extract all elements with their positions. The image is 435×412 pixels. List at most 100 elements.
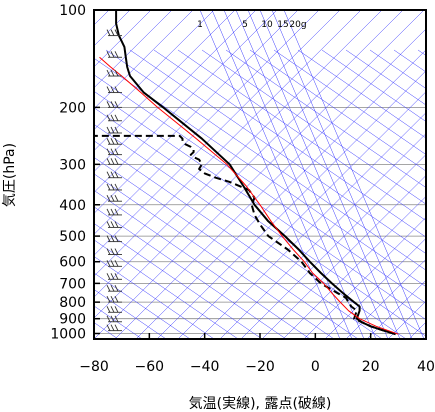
isotherm-line [282,196,426,339]
parcel-line [99,56,399,335]
adiabat-line [94,124,407,339]
isotherm-line [94,10,320,235]
wind-barb [106,324,122,332]
isotherm-line [345,258,426,339]
wind-barb [106,273,122,280]
mixing-ratio-label: 10 [261,20,273,30]
mixing-ratio-label: 15 [277,20,288,30]
isotherm-line [94,10,152,68]
adiabat-line [129,49,426,254]
wind-barb [106,148,122,156]
adiabat-line [345,49,426,106]
x-tick-label: −80 [79,359,109,375]
x-tick-label: 40 [417,359,435,375]
wind-barb [106,295,122,303]
mixing-ratio-labels: 1 5 10 15 20g [197,20,306,30]
adiabat-line [94,190,311,339]
isotherm-line [430,10,435,339]
y-tick-label: 900 [59,312,86,328]
wind-barb [106,69,122,77]
wind-barb [106,221,122,228]
adiabat-line [94,90,426,321]
isotherm-line [303,217,426,339]
mixing-ratio-line [211,10,353,339]
mixing-ratio-line [235,10,377,339]
mixing-ratio-label: 20g [289,20,306,30]
adiabat-line [321,49,426,122]
wind-barb [106,260,122,267]
wind-barb [106,171,122,179]
isotherm-line [324,237,426,339]
y-tick-label: 600 [59,255,86,271]
diagonal-reference-lines [94,10,435,339]
wind-barb [106,29,122,37]
y-tick-label: 700 [59,276,86,292]
isotherm-line [135,49,426,339]
wind-barbs [106,29,122,332]
isotherm-line [240,154,426,339]
isotherm-line [94,10,236,151]
adiabat-line [105,49,426,271]
isotherm-line [94,10,383,298]
wind-barb [106,235,122,243]
adiabat-line [225,49,426,188]
isotherm-line [387,300,426,339]
mixing-ratio-line [283,10,425,339]
sounding-profiles [94,10,399,336]
isotherm-line [114,28,426,339]
y-tick-label: 100 [59,3,86,19]
wind-barb [106,158,122,165]
wind-barb [106,248,122,255]
wind-barb [106,86,122,94]
wind-barb [106,101,122,108]
wind-barb [106,114,122,122]
mixing-ratio-line [199,10,341,339]
wind-barb [106,51,122,58]
isotherm-line [94,10,299,214]
adiabat-line [94,239,239,339]
isotherm-line [94,10,362,277]
isotherm-line [261,175,426,339]
wind-barb [106,208,122,216]
mixing-ratio-label: 5 [242,20,248,30]
isotherm-line [94,10,257,172]
isotherm-line [94,10,341,256]
y-tick-label: 300 [59,157,86,173]
mixing-ratio-line [271,10,413,339]
y-axis-label: 気圧(hPa) [2,143,18,207]
y-tick-label: 200 [59,100,86,116]
x-tick-label: −40 [190,359,220,375]
adiabat-line [94,107,426,337]
mixing-ratio-label: 1 [197,20,203,30]
wind-barb [106,183,122,191]
y-tick-label: 400 [59,198,86,214]
isotherm-line [198,112,426,339]
x-tick-label: −60 [135,359,165,375]
isotherm-line [177,91,426,339]
isotherm-line [94,10,404,319]
adiabat-line [94,157,359,339]
adiabat-line [393,49,426,73]
adiabat-line [94,289,167,339]
y-tick-label: 800 [59,295,86,311]
wind-barb [106,306,122,313]
isotherm-line [94,10,425,339]
wind-barb [106,195,122,202]
adiabat-line [297,49,426,139]
isotherm-line [94,10,173,89]
wind-barb [106,315,122,323]
wind-barb [106,138,122,145]
adiabat-line [273,49,426,155]
isotherm-line [94,10,215,130]
adiabat-line [153,49,426,238]
isotherm-line [408,321,426,339]
adiabat-line [94,173,335,339]
adiabat-line [94,140,383,339]
adiabat-line [249,49,426,172]
y-tick-label: 1000 [50,326,86,342]
adiabat-line [94,74,426,304]
pressure-gridlines [94,9,426,334]
mixing-ratio-line [223,10,365,339]
